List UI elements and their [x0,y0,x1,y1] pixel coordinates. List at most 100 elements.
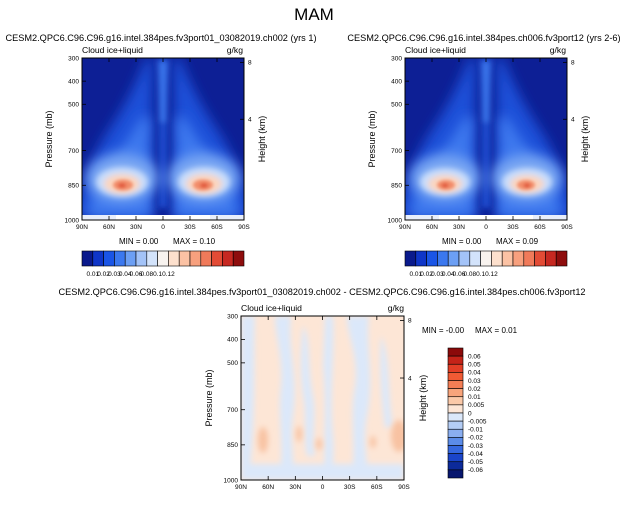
colorbar-label: 0.03 [468,378,481,385]
y-tick-label: 400 [68,78,79,85]
colorbar-label: 0 [468,410,472,417]
colorbar-label: 0.04 [119,271,132,278]
colorbar-swatch [447,445,464,454]
x-tick-label: 30N [130,224,142,231]
colorbar-swatch [103,250,115,267]
colorbar-swatch [447,412,464,422]
colorbar-swatch [447,355,464,365]
colorbar-swatch [447,250,460,267]
colorbar-swatch [232,250,245,267]
panel-right-label: g/kg [227,45,243,55]
colorbar-swatch [415,250,427,267]
max-label: MAX = 0.01 [475,326,518,335]
panel-title: CESM2.QPC6.C96.C96.g16.intel.384pes.fv3p… [5,33,316,43]
colorbar-swatch [480,250,492,267]
colorbar-swatch [447,469,464,479]
x-tick-label: 30S [344,484,356,491]
x-tick-label: 90N [399,224,411,231]
x-tick-label: 60S [371,484,383,491]
colorbar-label: 0.03 [108,271,121,278]
y-tick-label: 700 [391,148,402,155]
y-tick-label: 500 [391,102,402,109]
min-label: MIN = 0.00 [442,237,482,246]
y-axis-label: Pressure (mb) [204,369,214,426]
y-axis-label: Pressure (mb) [367,110,377,167]
colorbar-swatch [426,250,438,267]
x-tick-label: 90S [398,484,410,491]
colorbar-swatch [447,380,464,389]
colorbar-label: 0.1 [476,271,485,278]
colorbar-label: 0.03 [431,271,444,278]
colorbar-label: 0.01 [86,271,99,278]
panel-top-right: CESM2.QPC6.C96.C96.g16.intel.384pes.ch00… [347,33,620,246]
x-tick-label: 90S [238,224,250,231]
colorbar-swatch [200,250,212,267]
min-label: MIN = -0.00 [422,326,465,335]
colorbar-label: -0.005 [468,418,487,425]
colorbar-swatch [447,372,464,381]
colorbar-swatch [447,396,464,406]
colorbar-swatch [555,250,568,267]
colorbar-label: 0.005 [468,402,485,409]
max-label: MAX = 0.10 [173,237,216,246]
y-tick-label: 850 [391,183,402,190]
colorbar-swatch [447,428,464,438]
x-tick-label: 60S [211,224,223,231]
colorbar-label: 0.02 [97,271,110,278]
colorbar-swatch [512,250,525,267]
x-tick-label: 90N [235,484,247,491]
x-tick-label: 60N [103,224,115,231]
panel-difference: CESM2.QPC6.C96.C96.g16.intel.384pes.fv3p… [58,287,585,491]
colorbar-label: 0.05 [468,362,481,369]
x-tick-label: 90S [561,224,573,231]
x-tick-label: 60S [534,224,546,231]
colorbar-swatch [81,250,94,267]
y-axis-label-right: Height (km) [580,116,590,163]
colorbar-label: 0.04 [442,271,455,278]
panel-title: CESM2.QPC6.C96.C96.g16.intel.384pes.ch00… [347,33,620,43]
panel-title: CESM2.QPC6.C96.C96.g16.intel.384pes.fv3p… [58,287,585,297]
x-tick-label: 30N [289,484,301,491]
y-tick-label: 500 [227,360,238,367]
colorbar-swatch [447,437,464,446]
y-tick-label: 300 [68,55,79,62]
colorbar-swatch [168,250,180,267]
colorbar-swatch [135,250,148,267]
x-tick-label: 30S [507,224,519,231]
x-tick-label: 0 [161,224,165,231]
colorbar-label: -0.03 [468,443,483,450]
colorbar-label: 0.01 [409,271,422,278]
colorbar-label: -0.06 [468,467,483,474]
y-tick-label: 400 [227,337,238,344]
page-title: MAM [294,5,334,24]
colorbar-swatch [447,347,464,357]
heatmap-plot [241,316,404,480]
colorbar-top-right: 0.010.020.030.040.060.08 0.1 0.12 [404,250,568,278]
colorbar-swatch [222,250,234,267]
panel-left-label: Cloud ice+liquid [405,45,466,55]
y-tick-label: 700 [227,407,238,414]
colorbar-swatch [114,250,126,267]
colorbar-label: 0.02 [468,386,481,393]
colorbar-label: -0.01 [468,427,483,434]
y-axis-label-right: Height (km) [257,116,267,163]
colorbar-swatch [92,250,104,267]
colorbar-label: 0.01 [468,394,481,401]
y-tick-label: 500 [68,102,79,109]
panel-left-label: Cloud ice+liquid [241,303,302,313]
panel-left-label: Cloud ice+liquid [82,45,143,55]
colorbar-swatch [458,250,471,267]
colorbar-label: 0.04 [468,370,481,377]
x-tick-label: 90N [76,224,88,231]
colorbar-swatch [146,250,158,267]
y-axis-label: Pressure (mb) [44,110,54,167]
y-tick-label: 400 [391,78,402,85]
colorbar-label: 0.02 [420,271,433,278]
colorbar-label: 0.06 [453,271,466,278]
colorbar-swatch [404,250,417,267]
colorbar-swatch [545,250,557,267]
colorbar-label: 0.1 [153,271,162,278]
y-right-tick-label: 4 [571,117,575,124]
